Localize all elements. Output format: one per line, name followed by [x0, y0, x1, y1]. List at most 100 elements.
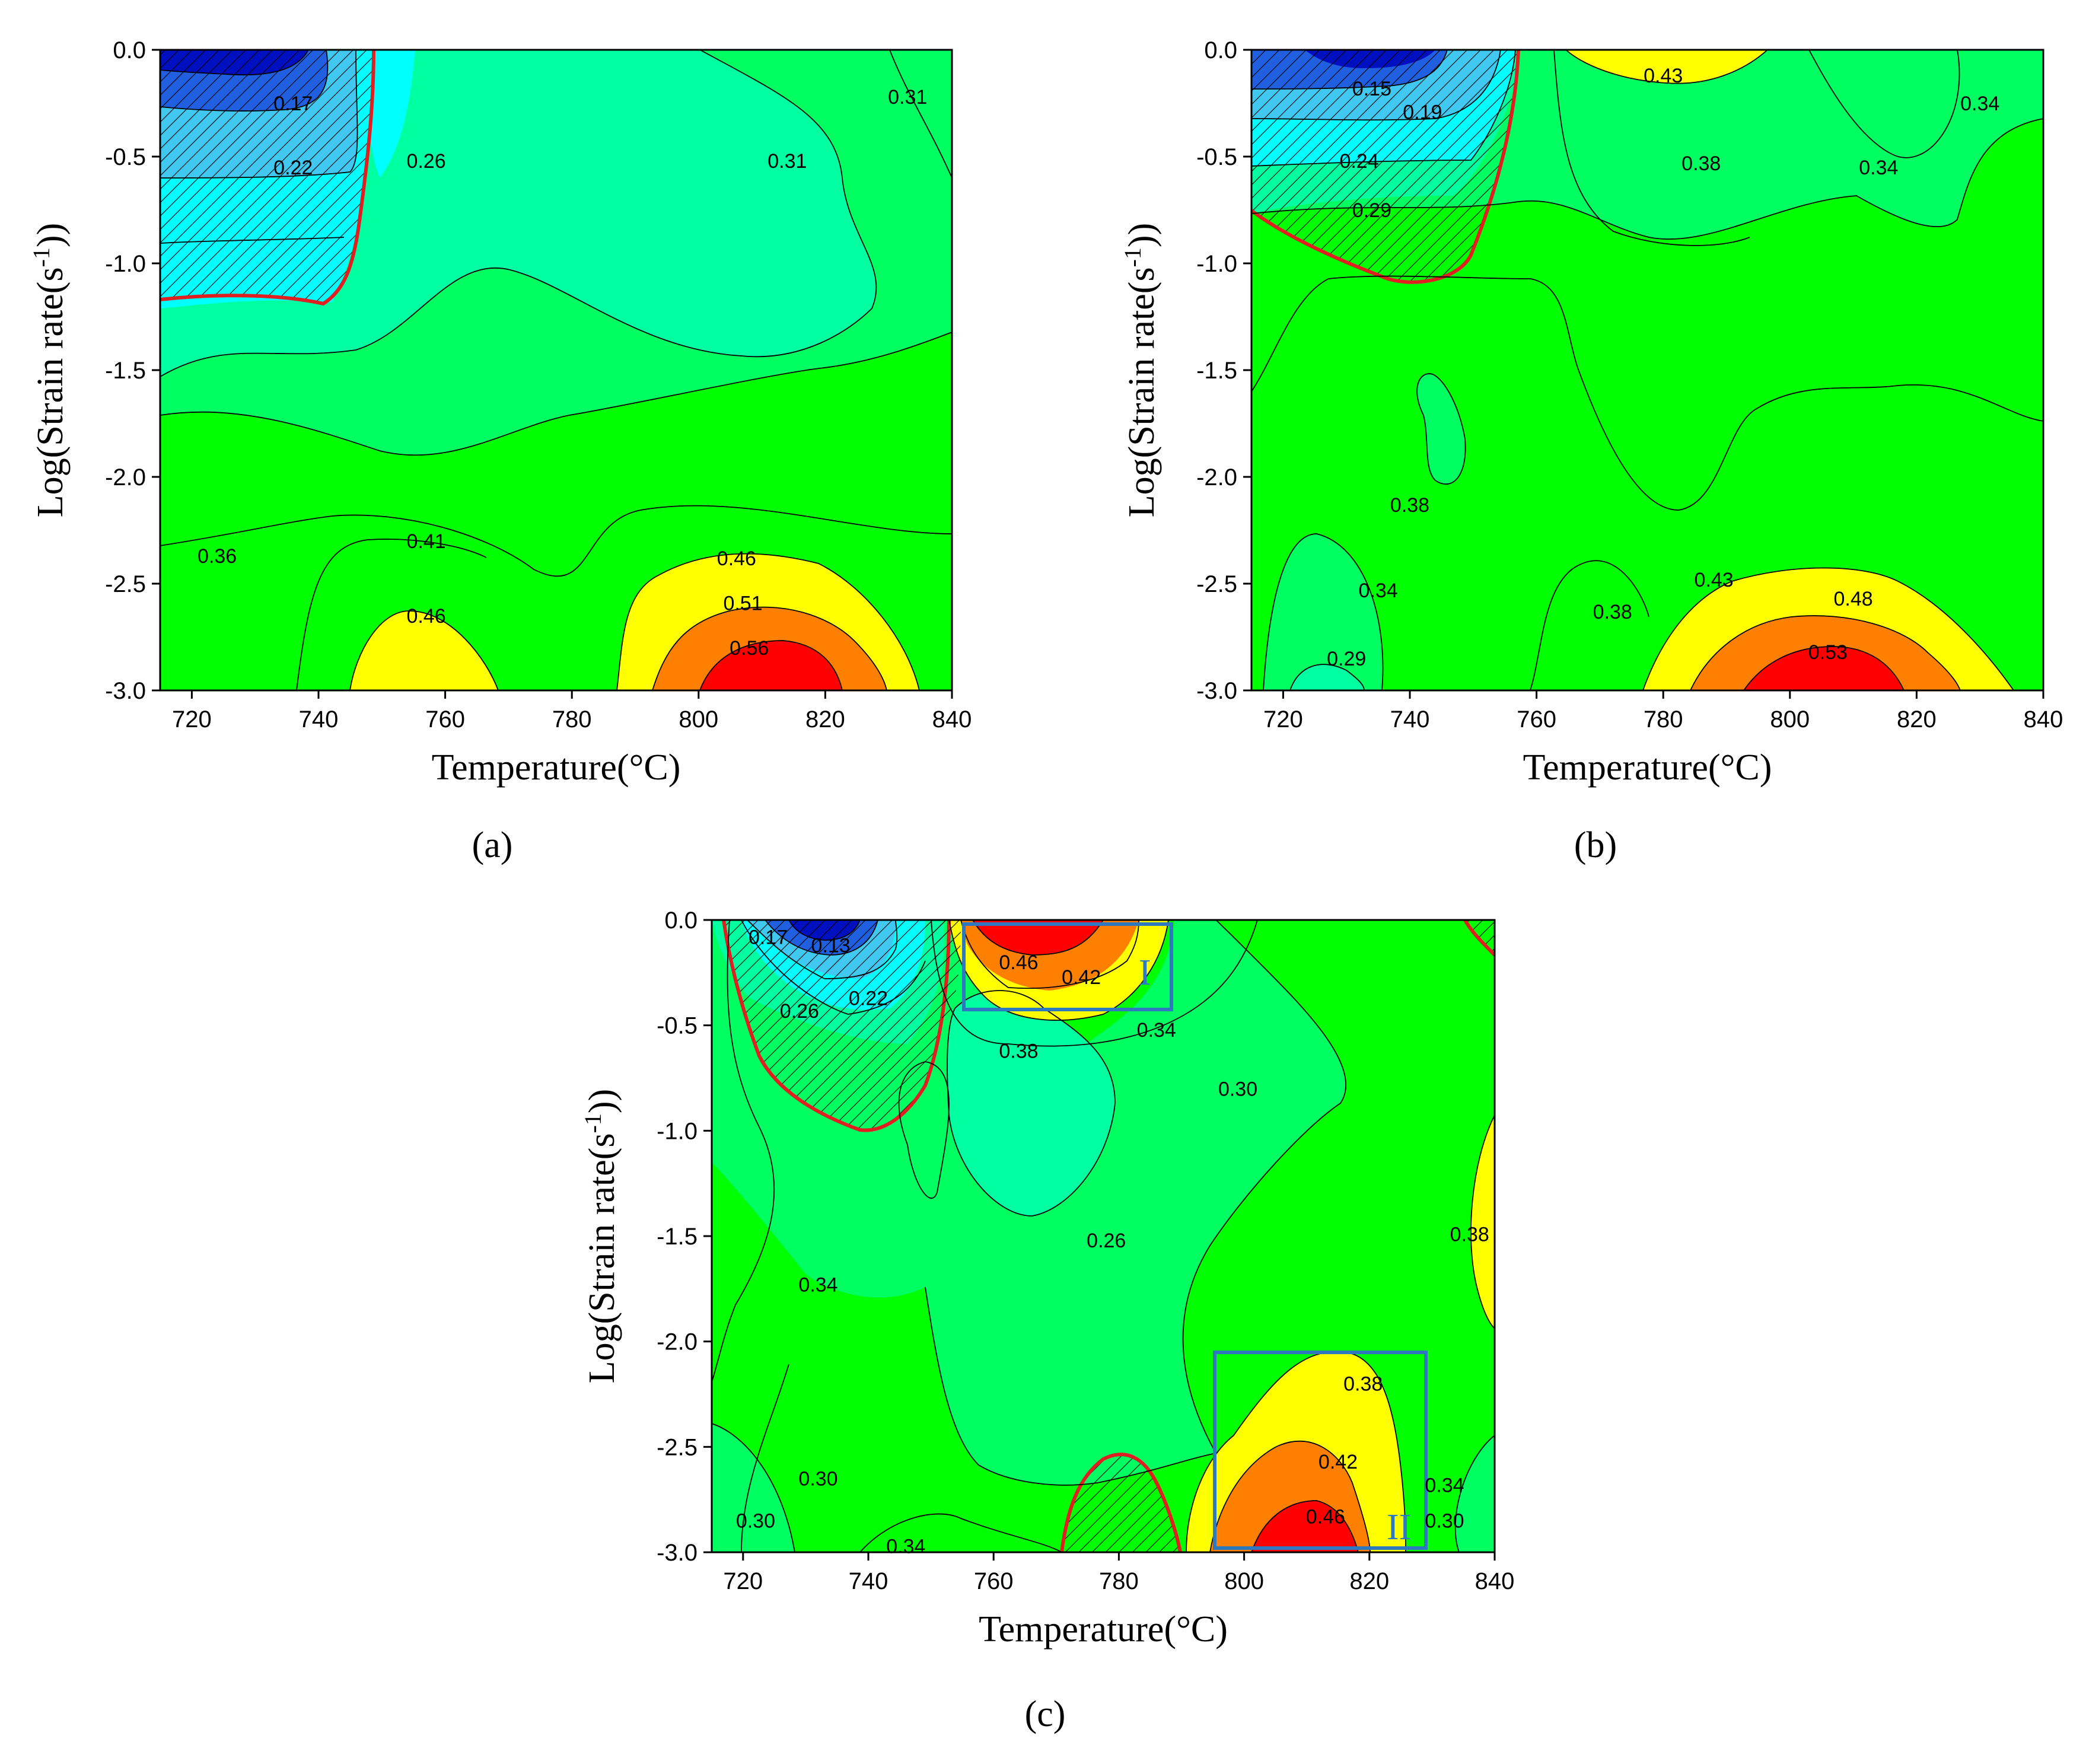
contour-label-b-11: 0.43 — [1695, 569, 1734, 591]
contour-label-c-6: 0.38 — [999, 1040, 1038, 1062]
contour-label-c-3: 0.26 — [780, 1000, 819, 1023]
panel-a — [160, 50, 952, 690]
contour-label-a-4: 0.31 — [888, 86, 927, 109]
y-tick-label-b-4: -2.0 — [1196, 464, 1237, 491]
contour-label-a-2: 0.26 — [406, 150, 445, 173]
y-tick-label-a-4: -2.0 — [105, 464, 146, 491]
contour-label-b-2: 0.24 — [1339, 150, 1378, 173]
x-tick-label-b-3: 780 — [1644, 706, 1683, 733]
x-tick-label-c-6: 840 — [1475, 1568, 1515, 1594]
y-tick-label-b-5: -2.5 — [1196, 571, 1237, 597]
region-teal — [947, 991, 1115, 1216]
contour-label-c-1: 0.13 — [811, 935, 851, 957]
contour-label-a-10: 0.56 — [730, 637, 769, 660]
instability-boundary-1 — [722, 920, 951, 1132]
contour-label-a-7: 0.46 — [406, 605, 445, 628]
contour-label-b-4: 0.43 — [1644, 65, 1683, 87]
contour-label-c-9: 0.26 — [1087, 1230, 1126, 1252]
contour-label-b-8: 0.38 — [1390, 494, 1429, 517]
x-tick-label-a-0: 720 — [172, 706, 212, 733]
x-tick-label-c-4: 800 — [1224, 1568, 1264, 1594]
contour-label-a-0: 0.17 — [273, 93, 313, 115]
y-axis-label-c: Log(Strain rate(s-1)) — [579, 1089, 623, 1383]
region-red-top — [973, 920, 1103, 955]
contour-label-b-12: 0.48 — [1834, 588, 1873, 610]
domain-box-I — [962, 922, 1173, 1011]
y-tick-label-a-5: -2.5 — [105, 571, 146, 597]
contour-label-a-8: 0.46 — [717, 547, 756, 570]
x-tick-label-a-5: 820 — [805, 706, 845, 733]
domain-box-II — [1213, 1351, 1428, 1550]
region-green2-bottom-right — [1455, 1435, 1495, 1552]
box-label-II: II — [1387, 1507, 1411, 1548]
x-axis-label-b: Temperature(°C) — [1523, 747, 1772, 788]
contour-label-c-19: 0.34 — [886, 1535, 925, 1558]
region-red — [700, 641, 842, 690]
axes-layer: 720 740 760 780 800 820 840 0.0 -0.5 -1.0 -1.5 -2.0… — [28, 37, 2063, 1650]
y-tick-label-a-0: 0.0 — [113, 37, 146, 63]
y-tick-label-c-6: -3.0 — [657, 1540, 698, 1566]
region-yellow-top — [1566, 50, 1767, 84]
y-tick-label-c-4: -2.0 — [657, 1329, 698, 1355]
y-tick-label-b-6: -3.0 — [1196, 678, 1237, 704]
x-tick-label-a-1: 740 — [299, 706, 339, 733]
y-tick-label-c-0: 0.0 — [664, 908, 698, 934]
x-tick-label-a-6: 840 — [932, 706, 972, 733]
x-axis-label-a: Temperature(°C) — [432, 747, 681, 788]
contour-label-b-14: 0.29 — [1327, 648, 1366, 670]
instability-hatch-2 — [1062, 1454, 1180, 1552]
x-tick-label-c-1: 740 — [849, 1568, 888, 1594]
x-tick-label-b-2: 760 — [1517, 706, 1556, 733]
x-tick-label-b-4: 800 — [1770, 706, 1810, 733]
region-yellow-right — [1471, 1115, 1495, 1329]
x-tick-label-b-0: 720 — [1263, 706, 1303, 733]
contour-label-c-18: 0.30 — [736, 1510, 775, 1533]
y-tick-label-b-3: -1.5 — [1196, 358, 1237, 384]
x-tick-label-b-5: 820 — [1897, 706, 1937, 733]
contour-label-b-3: 0.29 — [1352, 199, 1391, 222]
contour-lines — [1251, 50, 2043, 690]
x-axis-label-c: Temperature(°C) — [979, 1609, 1228, 1650]
region-green2-bottom-left — [712, 1424, 795, 1552]
contour-label-c-17: 0.30 — [798, 1468, 837, 1491]
contour-label-c-10: 0.34 — [798, 1274, 837, 1297]
contour-label-a-1: 0.22 — [273, 157, 313, 179]
contour-lines — [712, 920, 1495, 1552]
contour-label-c-5: 0.42 — [1062, 966, 1101, 989]
contour-label-c-16: 0.30 — [1425, 1510, 1464, 1533]
contour-label-a-9: 0.51 — [723, 592, 762, 614]
instability-hatch — [1251, 50, 1518, 282]
box-label-I: I — [1139, 953, 1151, 993]
region-cyan — [367, 50, 415, 178]
y-tick-label-b-0: 0.0 — [1204, 37, 1237, 63]
region-yellow-left — [350, 611, 498, 690]
y-tick-label-c-3: -1.5 — [657, 1224, 698, 1250]
x-tick-label-a-4: 800 — [679, 706, 718, 733]
contour-label-b-7: 0.34 — [1960, 93, 1999, 115]
contour-label-c-11: 0.38 — [1450, 1223, 1489, 1246]
instability-boundary — [160, 50, 375, 306]
contour-label-c-7: 0.34 — [1137, 1019, 1176, 1042]
y-tick-label-a-3: -1.5 — [105, 358, 146, 384]
panel-label-c: (c) — [1025, 1694, 1066, 1734]
contour-label-c-15: 0.34 — [1425, 1474, 1464, 1496]
y-axis-label-a: Log(Strain rate(s-1)) — [28, 223, 71, 517]
y-tick-label-b-2: -1.0 — [1196, 251, 1237, 277]
region-teal-bottom — [1290, 664, 1364, 690]
x-tick-label-c-0: 720 — [723, 1568, 763, 1594]
panel-label-a: (a) — [472, 825, 513, 865]
x-tick-label-c-3: 780 — [1099, 1568, 1139, 1594]
region-green2-bottom — [1263, 534, 1383, 690]
panel-c — [712, 920, 1495, 1552]
contour-label-b-9: 0.34 — [1359, 579, 1398, 602]
contour-label-b-13: 0.53 — [1808, 641, 1848, 664]
x-tick-label-c-2: 760 — [974, 1568, 1014, 1594]
contour-label-a-5: 0.36 — [198, 545, 237, 568]
region-red-bottom — [1744, 647, 1904, 690]
contour-label-b-10: 0.38 — [1593, 601, 1632, 623]
y-tick-label-b-1: -0.5 — [1196, 144, 1237, 170]
contour-lines — [160, 50, 952, 690]
contour-label-c-4: 0.46 — [999, 951, 1038, 974]
instability-hatch-1 — [724, 920, 949, 1131]
